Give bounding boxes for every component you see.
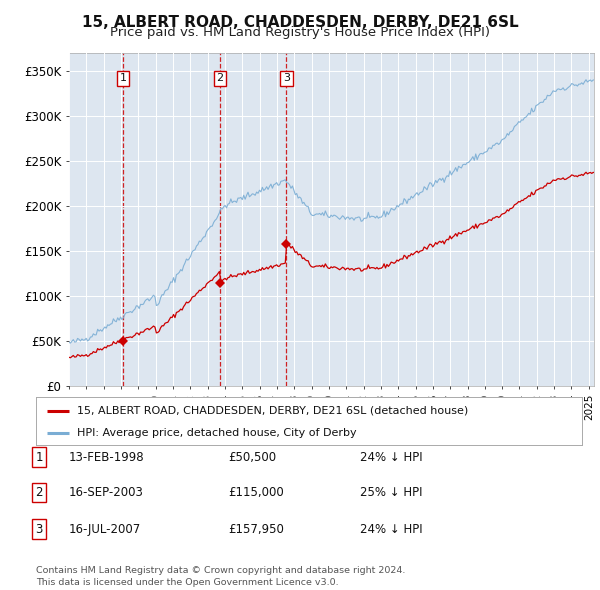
Text: 16-JUL-2007: 16-JUL-2007 <box>69 523 141 536</box>
Text: Price paid vs. HM Land Registry's House Price Index (HPI): Price paid vs. HM Land Registry's House … <box>110 26 490 39</box>
Text: 16-SEP-2003: 16-SEP-2003 <box>69 486 144 499</box>
Text: 3: 3 <box>283 73 290 83</box>
Text: 15, ALBERT ROAD, CHADDESDEN, DERBY, DE21 6SL (detached house): 15, ALBERT ROAD, CHADDESDEN, DERBY, DE21… <box>77 405 468 415</box>
Text: £157,950: £157,950 <box>228 523 284 536</box>
Text: 1: 1 <box>119 73 127 83</box>
Text: 3: 3 <box>35 523 43 536</box>
Text: 13-FEB-1998: 13-FEB-1998 <box>69 451 145 464</box>
Text: 15, ALBERT ROAD, CHADDESDEN, DERBY, DE21 6SL: 15, ALBERT ROAD, CHADDESDEN, DERBY, DE21… <box>82 15 518 30</box>
Text: £115,000: £115,000 <box>228 486 284 499</box>
Text: 24% ↓ HPI: 24% ↓ HPI <box>360 451 422 464</box>
Text: HPI: Average price, detached house, City of Derby: HPI: Average price, detached house, City… <box>77 428 356 438</box>
Text: Contains HM Land Registry data © Crown copyright and database right 2024.
This d: Contains HM Land Registry data © Crown c… <box>36 566 406 587</box>
Text: £50,500: £50,500 <box>228 451 276 464</box>
Text: 1: 1 <box>35 451 43 464</box>
Text: 2: 2 <box>35 486 43 499</box>
Text: 2: 2 <box>217 73 224 83</box>
Text: 25% ↓ HPI: 25% ↓ HPI <box>360 486 422 499</box>
Text: 24% ↓ HPI: 24% ↓ HPI <box>360 523 422 536</box>
